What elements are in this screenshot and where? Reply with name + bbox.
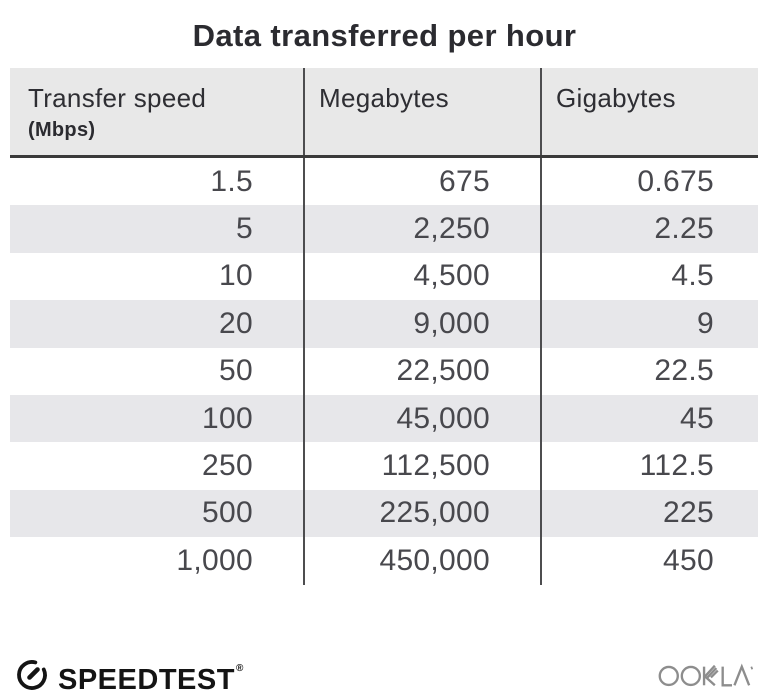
cell-gigabytes: 2.25: [540, 205, 758, 253]
registered-trademark-icon: ®: [235, 662, 244, 674]
header-transfer-speed: Transfer speed (Mbps): [10, 68, 303, 155]
cell-megabytes: 4,500: [303, 252, 540, 301]
chart-title: Data transferred per hour: [192, 18, 577, 53]
cell-megabytes: 450,000: [303, 537, 540, 585]
cell-megabytes: 675: [303, 158, 540, 206]
header-gigabytes-label: Gigabytes: [556, 83, 676, 113]
cell-gigabytes: 0.675: [540, 158, 758, 206]
cell-transfer-speed: 500: [202, 496, 253, 530]
cell-megabytes: 45,000: [303, 394, 540, 443]
header-transfer-speed-unit: (Mbps): [28, 119, 96, 141]
header-transfer-speed-label: Transfer speed: [28, 83, 207, 113]
speedtest-wordmark-text: SPEEDTEST: [58, 663, 235, 696]
table-row: 1,000 450,000 450: [10, 537, 758, 585]
cell-gigabytes: 45: [540, 394, 758, 443]
table-header-row: Transfer speed (Mbps) Megabytes Gigabyte…: [10, 68, 758, 158]
cell-megabytes: 9,000: [303, 300, 540, 348]
table-row: 1.5 675 0.675: [10, 158, 758, 206]
table-row: 250 112,500 112.5: [10, 442, 758, 490]
cell-transfer-speed: 10: [219, 259, 253, 293]
cell-gigabytes: 225: [540, 489, 758, 538]
cell-transfer-speed: 1,000: [176, 543, 253, 577]
cell-transfer-speed: 100: [202, 401, 253, 435]
footer: SPEEDTEST®: [14, 652, 756, 696]
table-row: 20 9,000 9: [10, 300, 758, 348]
header-megabytes-label: Megabytes: [319, 83, 449, 113]
speedtest-gauge-icon: [17, 660, 47, 690]
cell-megabytes: 22,500: [303, 347, 540, 395]
table-row: 5 2,250 2.25: [10, 205, 758, 253]
cell-transfer-speed: 1.5: [210, 164, 253, 198]
cell-gigabytes: 112.5: [540, 442, 758, 490]
table-row: 50 22,500 22.5: [10, 347, 758, 395]
header-megabytes: Megabytes: [303, 68, 540, 155]
cell-gigabytes: 4.5: [540, 252, 758, 301]
table-row: 100 45,000 45: [10, 394, 758, 443]
cell-transfer-speed: 50: [219, 354, 253, 388]
cell-gigabytes: 450: [540, 537, 758, 585]
cell-transfer-speed: 5: [236, 212, 253, 246]
cell-megabytes: 225,000: [303, 489, 540, 538]
table-row: 500 225,000 225: [10, 489, 758, 538]
header-gigabytes: Gigabytes: [540, 68, 758, 155]
speedtest-logo: SPEEDTEST®: [14, 651, 244, 698]
table-body: 1.5 675 0.675 5 2,250 2.25 10 4,500 4.5 20 9,000 9 5…: [10, 158, 758, 585]
data-table: Transfer speed (Mbps) Megabytes Gigabyte…: [10, 68, 758, 585]
cell-transfer-speed: 20: [219, 306, 253, 340]
speedtest-wordmark: SPEEDTEST®: [58, 651, 244, 698]
cell-gigabytes: 9: [540, 300, 758, 348]
table-row: 10 4,500 4.5: [10, 252, 758, 301]
cell-megabytes: 112,500: [303, 442, 540, 490]
cell-gigabytes: 22.5: [540, 347, 758, 395]
ookla-logo: [658, 663, 754, 687]
cell-transfer-speed: 250: [202, 449, 253, 483]
cell-megabytes: 2,250: [303, 205, 540, 253]
